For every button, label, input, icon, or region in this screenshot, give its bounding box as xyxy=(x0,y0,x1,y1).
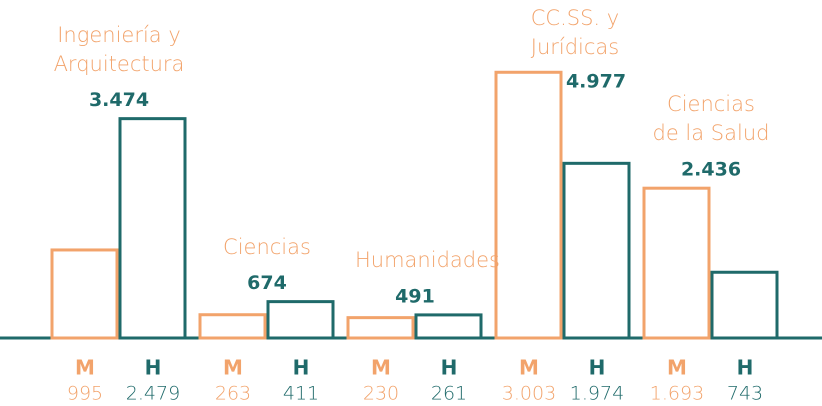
bar xyxy=(50,248,119,340)
value-label: 261 xyxy=(431,383,467,405)
value-label: 263 xyxy=(215,383,251,405)
category-label: CC.SS. y Jurídicas xyxy=(530,6,620,59)
total-label: 3.474 xyxy=(89,89,149,111)
category-label: Humanidades xyxy=(355,247,500,272)
category-label: Ciencias de la Salud xyxy=(652,92,770,146)
series-name: H xyxy=(589,356,606,380)
series-name: H xyxy=(737,356,754,380)
bar xyxy=(642,186,711,340)
value-label: 743 xyxy=(727,383,763,405)
value-label: 230 xyxy=(363,383,399,405)
series-name: M xyxy=(371,356,391,380)
bar xyxy=(494,70,563,340)
series-name: M xyxy=(75,356,95,380)
bar xyxy=(710,270,779,340)
bar xyxy=(414,313,483,340)
bar xyxy=(266,300,335,340)
total-label: 2.436 xyxy=(681,159,741,181)
value-label: 411 xyxy=(283,383,319,405)
value-label: 2.479 xyxy=(126,383,180,405)
total-label: 674 xyxy=(247,272,287,294)
category-label: Ciencias xyxy=(223,234,311,259)
category-label: Ingeniería y Arquitectura xyxy=(53,22,185,76)
bar xyxy=(118,117,187,340)
value-label: 995 xyxy=(67,383,103,405)
bar xyxy=(346,316,415,340)
bar xyxy=(198,313,267,340)
series-name: M xyxy=(223,356,243,380)
value-label: 1.974 xyxy=(570,383,624,405)
series-name: H xyxy=(293,356,310,380)
value-label: 3.003 xyxy=(502,383,556,405)
series-name: M xyxy=(519,356,539,380)
series-name: H xyxy=(441,356,458,380)
series-name: H xyxy=(145,356,162,380)
series-name: M xyxy=(667,356,687,380)
value-label: 1.693 xyxy=(650,383,704,405)
total-label: 4.977 xyxy=(566,71,626,93)
total-label: 491 xyxy=(395,285,435,307)
bar xyxy=(562,161,631,340)
